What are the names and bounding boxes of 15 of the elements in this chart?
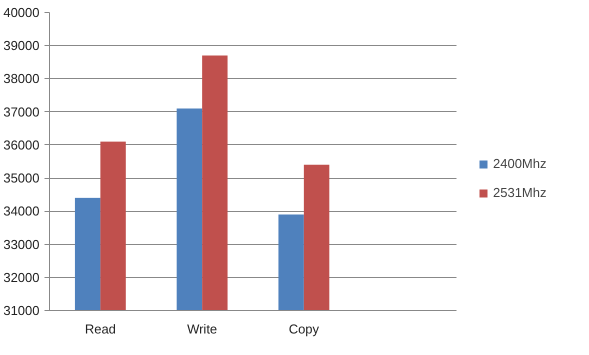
y-tick-label: 35000 [3,170,40,186]
x-tick-label: Read [84,322,116,336]
y-tick-label: 39000 [3,38,40,54]
y-tick-label: 34000 [3,204,40,219]
y-tick-label: 31000 [3,303,40,318]
y-tick-label: 32000 [3,270,40,285]
y-tick-label: 38000 [3,71,40,86]
y-tick-label: 40000 [3,5,40,20]
y-tick-label: 36000 [3,137,40,152]
legend-label: 2531Mhz [493,185,546,200]
y-tick-label: 33000 [3,236,40,252]
legend-label: 2400Mhz [493,156,546,171]
x-tick-label: Copy [288,322,320,336]
y-tick-label: 37000 [3,104,40,120]
x-tick-label: Write [187,322,218,336]
